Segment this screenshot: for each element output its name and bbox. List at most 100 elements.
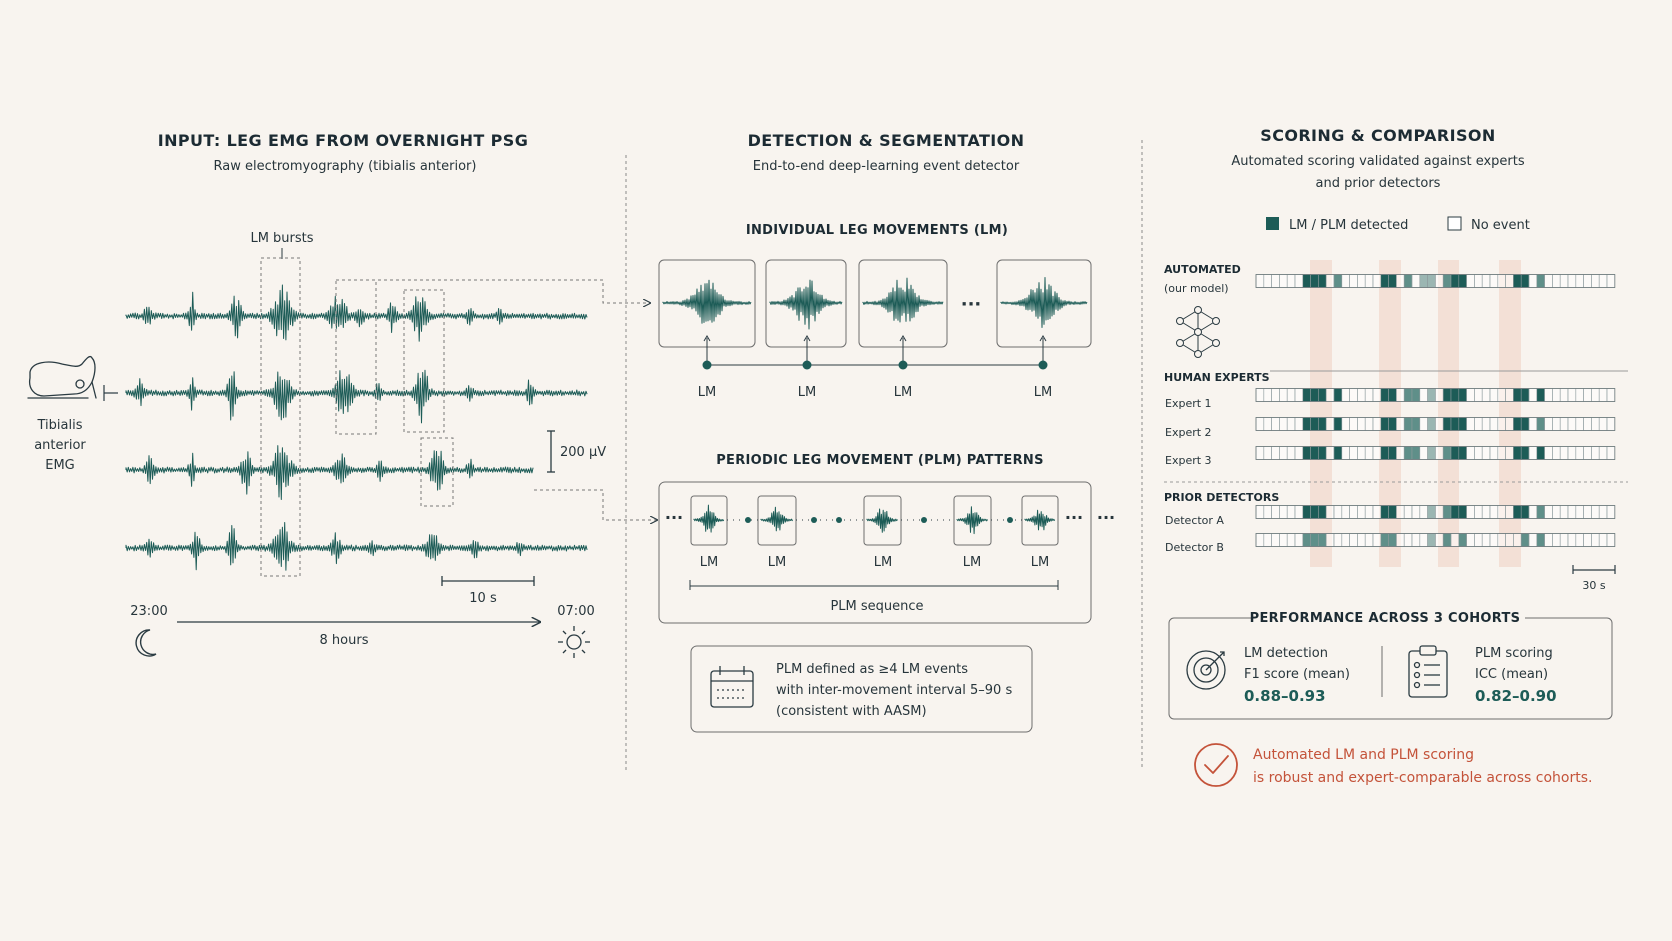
score-cell bbox=[1474, 274, 1483, 288]
plm-gap-dot-4 bbox=[921, 517, 927, 523]
score-cell bbox=[1419, 533, 1428, 547]
score-row-1 bbox=[1255, 274, 1616, 288]
score-cell bbox=[1427, 417, 1436, 431]
score-cell bbox=[1552, 446, 1561, 460]
score-cell bbox=[1255, 533, 1265, 547]
score-row-4 bbox=[1255, 446, 1616, 460]
score-cell bbox=[1318, 505, 1327, 519]
score-cell bbox=[1466, 446, 1475, 460]
score-cell bbox=[1528, 274, 1538, 288]
score-cell bbox=[1255, 274, 1265, 288]
score-cell bbox=[1396, 388, 1405, 402]
amp-scale-label: 200 µV bbox=[560, 445, 606, 460]
score-cell bbox=[1427, 274, 1436, 288]
score-cell bbox=[1606, 505, 1616, 519]
score-cell bbox=[1575, 533, 1584, 547]
score-cell bbox=[1591, 533, 1600, 547]
score-cell bbox=[1520, 417, 1530, 431]
leg-label-1: Tibialis bbox=[37, 418, 83, 433]
score-cell bbox=[1372, 417, 1382, 431]
score-cell bbox=[1318, 446, 1327, 460]
score-cell bbox=[1505, 388, 1514, 402]
score-cell bbox=[1263, 505, 1272, 519]
plm-gap-dot-3 bbox=[836, 517, 842, 523]
score-cell bbox=[1380, 274, 1389, 288]
score-cell bbox=[1294, 505, 1304, 519]
score-cell bbox=[1497, 388, 1506, 402]
score-cell bbox=[1411, 533, 1421, 547]
score-cell bbox=[1263, 388, 1272, 402]
connector-lm bbox=[336, 279, 650, 303]
score-cell bbox=[1591, 388, 1600, 402]
score-cell bbox=[1357, 533, 1366, 547]
score-cell bbox=[1419, 274, 1428, 288]
lm-marker-1 bbox=[702, 360, 712, 370]
score-cell bbox=[1388, 446, 1397, 460]
detection-title: DETECTION & SEGMENTATION bbox=[748, 131, 1025, 150]
score-cell bbox=[1349, 533, 1358, 547]
score-cell bbox=[1286, 388, 1296, 402]
score-cell bbox=[1513, 446, 1522, 460]
score-row-5 bbox=[1255, 505, 1616, 519]
score-cell bbox=[1302, 417, 1311, 431]
score-cell bbox=[1474, 388, 1483, 402]
input-title: INPUT: LEG EMG FROM OVERNIGHT PSG bbox=[158, 131, 529, 150]
score-cell bbox=[1489, 533, 1499, 547]
score-cell bbox=[1310, 388, 1319, 402]
score-cell bbox=[1372, 505, 1382, 519]
plm-waveform-3 bbox=[866, 508, 898, 533]
detection-subtitle: End-to-end deep-learning event detector bbox=[753, 159, 1020, 174]
score-cell bbox=[1403, 388, 1413, 402]
score-cell bbox=[1411, 388, 1421, 402]
definition-box bbox=[690, 645, 1033, 733]
score-cell bbox=[1591, 274, 1600, 288]
scoring-subtitle-1: Automated scoring validated against expe… bbox=[1231, 154, 1525, 169]
score-cell bbox=[1318, 417, 1327, 431]
score-cell bbox=[1450, 533, 1460, 547]
highlight-column-3 bbox=[1438, 260, 1459, 567]
score-cell bbox=[1567, 446, 1577, 460]
score-cell bbox=[1481, 274, 1491, 288]
scoring-title: SCORING & COMPARISON bbox=[1260, 126, 1495, 145]
plm-waveform-1 bbox=[693, 504, 725, 533]
plm-waveform-5 bbox=[1024, 509, 1056, 531]
score-cell bbox=[1419, 417, 1428, 431]
score-cell bbox=[1364, 388, 1374, 402]
score-cell bbox=[1271, 274, 1280, 288]
score-cell bbox=[1520, 533, 1530, 547]
plm-waveform-2 bbox=[760, 506, 793, 532]
score-cell bbox=[1302, 274, 1311, 288]
emg-trace-4 bbox=[125, 522, 588, 571]
score-cell bbox=[1435, 388, 1444, 402]
lm-bursts-label: LM bursts bbox=[250, 231, 313, 246]
score-cell bbox=[1567, 417, 1577, 431]
conclusion-line-2: is robust and expert-comparable across c… bbox=[1253, 770, 1592, 786]
automated-header: AUTOMATED bbox=[1164, 263, 1241, 276]
score-cell bbox=[1341, 533, 1350, 547]
score-cell bbox=[1364, 533, 1374, 547]
score-cell bbox=[1567, 274, 1577, 288]
score-cell bbox=[1559, 417, 1569, 431]
score-cell bbox=[1325, 446, 1335, 460]
score-cell bbox=[1294, 446, 1304, 460]
score-cell bbox=[1544, 274, 1553, 288]
score-cell bbox=[1349, 505, 1358, 519]
plm-label-3: LM bbox=[874, 555, 892, 570]
score-cell bbox=[1318, 274, 1327, 288]
score-cell bbox=[1481, 417, 1491, 431]
time-scale-label: 10 s bbox=[469, 591, 497, 606]
score-cell bbox=[1255, 446, 1265, 460]
score-cell bbox=[1442, 446, 1452, 460]
score-cell bbox=[1450, 388, 1460, 402]
score-cell bbox=[1442, 388, 1452, 402]
score-cell bbox=[1528, 388, 1538, 402]
metric-2-value: 0.82–0.90 bbox=[1475, 687, 1557, 705]
score-cell bbox=[1427, 533, 1436, 547]
score-cell bbox=[1403, 505, 1413, 519]
lm-box-4 bbox=[996, 259, 1092, 348]
score-cell bbox=[1263, 417, 1272, 431]
neural-network-icon bbox=[1176, 306, 1220, 358]
plm-ellipsis-left: ··· bbox=[665, 508, 683, 527]
score-cell bbox=[1528, 417, 1538, 431]
